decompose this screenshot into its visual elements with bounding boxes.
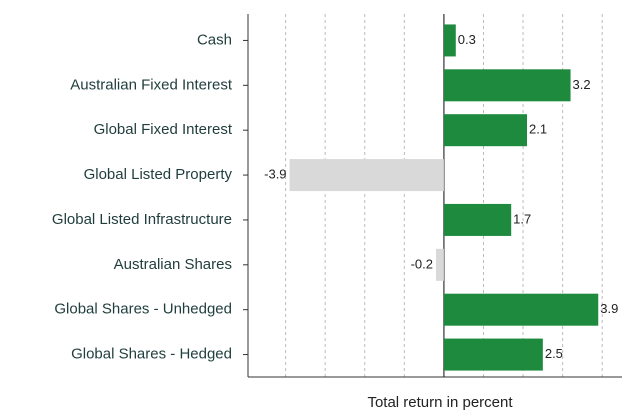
y-tick-label: Global Fixed Interest	[94, 121, 233, 138]
y-tick-label: Global Shares - Unhedged	[54, 301, 232, 318]
bar	[443, 24, 456, 57]
bar	[435, 248, 444, 281]
y-tick-label: Australian Fixed Interest	[70, 76, 233, 93]
value-label: 2.1	[529, 122, 547, 137]
value-label: 3.2	[573, 77, 591, 92]
value-label: 0.3	[458, 32, 476, 47]
bar	[443, 338, 543, 371]
value-label: 2.5	[545, 346, 563, 361]
value-label: -0.2	[411, 256, 433, 271]
value-label: 1.7	[513, 211, 531, 226]
y-tick-label: Global Listed Property	[84, 166, 233, 183]
x-axis-label: Total return in percent	[367, 394, 513, 410]
bar	[443, 114, 528, 147]
y-tick-label: Cash	[197, 31, 232, 48]
bar	[289, 159, 444, 192]
value-label: 3.9	[600, 301, 618, 316]
value-label: -3.9	[264, 167, 286, 182]
bar	[443, 69, 571, 102]
y-tick-label: Global Listed Infrastructure	[52, 211, 232, 228]
bar	[443, 203, 512, 236]
y-tick-label: Global Shares - Hedged	[71, 346, 232, 363]
bar	[443, 293, 599, 326]
y-tick-label: Australian Shares	[114, 256, 232, 273]
